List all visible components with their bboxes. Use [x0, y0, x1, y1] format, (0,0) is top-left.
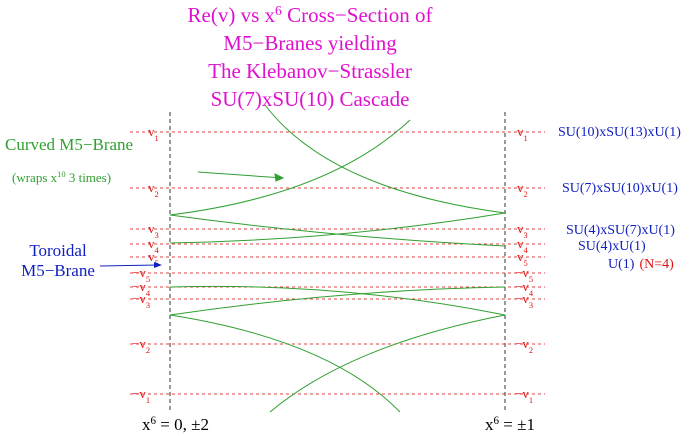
text: x: [485, 415, 494, 434]
toroidal-label: Toroidal: [29, 241, 87, 260]
sub: 2: [146, 345, 150, 355]
text: v: [148, 180, 155, 195]
text: v: [517, 180, 524, 195]
sub: 3: [155, 230, 159, 240]
sub: 4: [155, 245, 160, 255]
toroidal-arrow: [99, 264, 161, 267]
level-label: −v4: [132, 279, 151, 298]
text: M5−Branes yielding: [223, 31, 397, 55]
sub: 2: [529, 345, 533, 355]
sup: 6: [151, 415, 157, 427]
level-label: −v5: [132, 265, 150, 284]
title-line: M5−Branes yielding: [223, 31, 397, 55]
text: v: [148, 221, 155, 236]
text: −v: [132, 291, 146, 306]
sub: 4: [529, 288, 534, 298]
text: The Klebanov−Strassler: [208, 59, 412, 83]
sub: 1: [524, 133, 528, 143]
group: U(1): [608, 257, 635, 272]
level-label: v4: [517, 236, 529, 255]
level-label: v3: [517, 221, 528, 240]
title: Re(v) vs x6 Cross−Section of M5−Branes yi…: [188, 3, 433, 112]
note: (N=4): [639, 257, 674, 272]
sub: 5: [146, 274, 150, 284]
arrow-head: [154, 262, 162, 268]
text: x: [142, 415, 151, 434]
sub: 4: [524, 245, 529, 255]
gauge-groups: SU(10)xSU(13)xU(1) SU(7)xSU(10)xU(1) SU(4)…: [558, 125, 681, 272]
level-label: −v2: [515, 336, 533, 355]
title-line: The Klebanov−Strassler: [208, 59, 412, 83]
sub: 3: [524, 230, 528, 240]
x6-label: x6 = ±1: [485, 415, 535, 434]
sup: 10: [57, 169, 65, 179]
sub: 5: [524, 258, 528, 268]
level-label: −v3: [515, 291, 533, 310]
text: −v: [132, 336, 146, 351]
text: SU(7)xSU(10) Cascade: [211, 87, 410, 111]
sub: 2: [524, 189, 528, 199]
sup: 6: [275, 3, 282, 18]
bottom-labels: x6 = 0, ±2 x6 = ±1: [142, 415, 535, 434]
sub: 1: [529, 395, 533, 405]
text: −v: [132, 279, 146, 294]
text: −v: [515, 336, 529, 351]
levels: v1v1v2v2v3v3v4v4v5v5−v5−v5−v4−v4−v3−v3−v…: [130, 124, 545, 405]
level-label: v1: [517, 124, 528, 143]
toroidal-label: M5−Brane: [21, 261, 95, 280]
text: v: [148, 236, 155, 251]
sub: 1: [146, 395, 150, 405]
sub: 2: [155, 189, 159, 199]
level-label: v2: [517, 180, 528, 199]
text: Re(v) vs x: [188, 3, 276, 27]
text: v: [517, 236, 524, 251]
level-label: v1: [148, 124, 159, 143]
x6-label: x6 = 0, ±2: [142, 415, 209, 434]
level-label: −v4: [515, 279, 534, 298]
text: −v: [515, 386, 529, 401]
text: = 0, ±2: [156, 415, 209, 434]
gauge-group: SU(7)xSU(10)xU(1): [562, 181, 678, 196]
wraps-label: (wraps x10 3 times): [12, 169, 111, 185]
text: v: [148, 249, 155, 264]
title-line: Re(v) vs x6 Cross−Section of: [188, 3, 433, 28]
level-label: −v2: [132, 336, 150, 355]
text: 3 times): [66, 170, 112, 185]
text: −v: [515, 265, 529, 280]
text: −v: [515, 279, 529, 294]
text: −v: [132, 386, 146, 401]
gauge-group: SU(4)xU(1): [578, 239, 646, 254]
level-label: v4: [148, 236, 160, 255]
sub: 3: [529, 300, 533, 310]
level-label: −v3: [132, 291, 150, 310]
text: −v: [132, 265, 146, 280]
level-label: −v1: [132, 386, 150, 405]
sub: 4: [146, 288, 151, 298]
level-label: −v1: [515, 386, 533, 405]
sup: 6: [494, 415, 500, 427]
text: v: [517, 124, 524, 139]
level-label: v3: [148, 221, 159, 240]
level-label: v5: [517, 249, 528, 268]
text: = ±1: [499, 415, 535, 434]
level-label: v2: [148, 180, 159, 199]
sub: 3: [146, 300, 150, 310]
text: v: [148, 124, 155, 139]
text: −v: [515, 291, 529, 306]
text: (wraps x: [12, 170, 58, 185]
level-label: −v5: [515, 265, 533, 284]
title-line: SU(7)xSU(10) Cascade: [211, 87, 410, 111]
text: Cross−Section of: [282, 3, 433, 27]
curved-brane: [169, 104, 506, 413]
curved-label: Curved M5−Brane: [5, 135, 133, 154]
gauge-group: U(1) (N=4): [608, 257, 674, 272]
gauge-group: SU(10)xSU(13)xU(1): [558, 125, 681, 140]
gauge-group: SU(4)xSU(7)xU(1): [566, 223, 675, 238]
text: v: [517, 221, 524, 236]
text: v: [517, 249, 524, 264]
sub: 1: [155, 133, 159, 143]
sub: 5: [529, 274, 533, 284]
